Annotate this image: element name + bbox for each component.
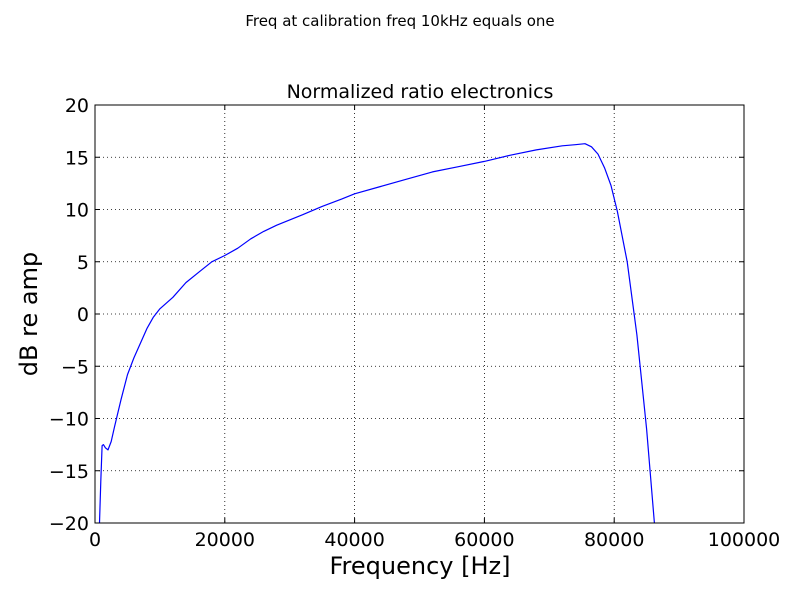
y-tick-label: −20 — [49, 513, 89, 535]
series-line — [98, 143, 655, 524]
chart-title: Normalized ratio electronics — [287, 81, 554, 103]
chart-suptitle: Freq at calibration freq 10kHz equals on… — [245, 12, 554, 30]
y-tick-label: −5 — [61, 356, 89, 378]
series-layer — [98, 143, 655, 524]
y-tick-label: 20 — [65, 95, 89, 117]
plot-frame — [94, 104, 745, 524]
axis-ticks: 0 20000 40000 60000 80000 100000 −20 −15 −10 −5 0 5… — [49, 95, 780, 551]
y-axis-label: dB re amp — [15, 252, 43, 376]
x-tick-label: 100000 — [708, 529, 781, 551]
y-tick-label: 5 — [77, 252, 89, 274]
x-axis-label: Frequency [Hz] — [330, 552, 511, 580]
y-tick-label: −15 — [49, 461, 89, 483]
grid — [94, 104, 745, 524]
y-tick-label: −10 — [49, 409, 89, 431]
x-tick-label: 60000 — [454, 529, 514, 551]
y-tick-label: 10 — [65, 200, 89, 222]
y-tick-label: 15 — [65, 147, 89, 169]
x-tick-label: 40000 — [324, 529, 384, 551]
x-tick-label: 0 — [89, 529, 101, 551]
x-tick-label: 80000 — [584, 529, 644, 551]
x-tick-label: 20000 — [195, 529, 255, 551]
y-tick-label: 0 — [77, 304, 89, 326]
